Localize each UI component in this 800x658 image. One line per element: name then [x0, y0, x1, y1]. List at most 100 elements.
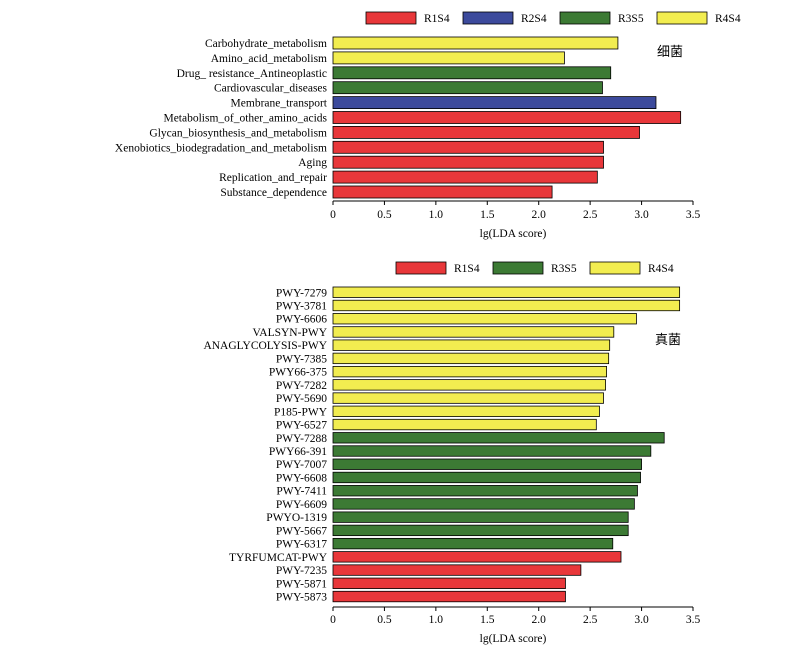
bar-aging — [332, 155, 604, 169]
x-tick-label: 2.5 — [583, 209, 598, 221]
x-tick-label: 2.5 — [583, 614, 598, 626]
x-tick-label: 1.0 — [429, 614, 444, 626]
x-tick-label: 2.0 — [532, 614, 547, 626]
category-label: PWY-5667 — [276, 525, 327, 537]
legend-swatch-r4s4 — [589, 261, 641, 275]
category-label: PWY-6609 — [276, 499, 327, 511]
category-label: Aging — [298, 157, 327, 169]
bar-pwy-7411 — [332, 485, 638, 497]
category-label: PWY-5871 — [276, 578, 327, 590]
category-label: Glycan_biosynthesis_and_metabolism — [149, 127, 327, 139]
x-tick-label: 3.0 — [634, 209, 649, 221]
legend-label-r1s4: R1S4 — [454, 263, 480, 275]
legend-swatch-r2s4 — [462, 11, 514, 25]
bar-drug-resistance-antineoplastic — [332, 66, 612, 80]
x-tick-label: 0 — [330, 614, 336, 626]
bar-pwy-7288 — [332, 432, 665, 444]
legend-swatch-r3s5 — [492, 261, 544, 275]
category-label: PWY-7279 — [276, 287, 327, 299]
category-label: PWYO-1319 — [266, 512, 327, 524]
category-label: Metabolism_of_other_amino_acids — [163, 113, 327, 125]
panel-label: 真菌 — [655, 333, 681, 348]
bar-valsyn-pwy — [332, 326, 615, 338]
legend-swatch-r1s4 — [395, 261, 447, 275]
bar-anaglycolysis-pwy — [332, 339, 611, 351]
bar-cardiovascular-diseases — [332, 81, 603, 95]
x-tick-label: 0.5 — [377, 614, 392, 626]
legend: R1S4 R2S4 R3S5 R4S4 — [365, 11, 741, 25]
category-label: Membrane_transport — [231, 98, 328, 110]
category-label: Carbohydrate_metabolism — [205, 38, 327, 50]
panel-label: 细菌 — [657, 45, 683, 60]
bars: Carbohydrate_metabolism Amino_acid_metabo… — [115, 36, 682, 199]
bar-pwy-6609 — [332, 498, 635, 510]
bar-pwy-5667 — [332, 524, 629, 537]
bar-pwyo-1319 — [332, 511, 629, 523]
bar-tyrfumcat-pwy — [332, 551, 622, 563]
lda-panel-1: R1S4 R2S4 R3S5 R4S4 Carbohydrate_metabolism A… — [115, 11, 741, 240]
bar-pwy-7282 — [332, 379, 606, 391]
legend-label-r1s4: R1S4 — [424, 13, 450, 25]
x-tick-label: 3.5 — [686, 209, 701, 221]
x-tick-label: 0 — [330, 209, 336, 221]
legend-swatch-r4s4 — [656, 11, 708, 25]
bar-glycan-biosynthesis-and-metabolism — [332, 126, 640, 139]
bar-substance-dependence — [332, 185, 553, 199]
x-tick-label: 3.5 — [686, 614, 701, 626]
x-axis-title: lg(LDA score) — [480, 228, 547, 240]
x-axis: 0 0.5 1.0 1.5 2.0 2.5 3.0 3.5 lg(LDA score) — [330, 200, 701, 240]
bar-pwy-5690 — [332, 392, 604, 404]
legend-label-r4s4: R4S4 — [648, 263, 674, 275]
bar-metabolism-of-other-amino-acids — [332, 111, 682, 124]
legend-swatch-r3s5 — [559, 11, 611, 25]
category-label: PWY-6527 — [276, 420, 327, 432]
category-label: Replication_and_repair — [219, 172, 327, 184]
x-tick-label: 2.0 — [532, 209, 547, 221]
bar-pwy-6608 — [332, 471, 641, 484]
legend-label-r4s4: R4S4 — [715, 13, 741, 25]
category-label: PWY66-375 — [269, 367, 327, 379]
category-label: ANAGLYCOLYSIS-PWY — [203, 340, 327, 352]
category-label: PWY-7288 — [276, 433, 327, 445]
category-label: PWY-5873 — [276, 592, 327, 604]
x-tick-label: 1.5 — [480, 614, 495, 626]
category-label: PWY-6606 — [276, 314, 327, 326]
category-label: PWY-7411 — [276, 486, 327, 498]
category-label: P185-PWY — [274, 406, 328, 418]
category-label: Substance_dependence — [220, 187, 327, 199]
bar-pwy-3781 — [332, 299, 681, 312]
bar-pwy-7385 — [332, 352, 610, 365]
bar-pwy-6527 — [332, 418, 597, 431]
x-axis-title: lg(LDA score) — [480, 633, 547, 645]
bar-pwy66-375 — [332, 365, 608, 378]
category-label: PWY-3781 — [276, 300, 327, 312]
legend-swatch-r1s4 — [365, 11, 417, 25]
bar-membrane-transport — [332, 96, 657, 109]
bar-carbohydrate-metabolism — [332, 36, 619, 50]
bar-pwy-5873 — [332, 590, 566, 603]
category-label: Drug_ resistance_Antineoplastic — [177, 68, 327, 80]
bar-amino-acid-metabolism — [332, 51, 565, 65]
category-label: Xenobiotics_biodegradation_and_metabolis… — [115, 142, 327, 154]
x-tick-label: 1.5 — [480, 209, 495, 221]
category-label: TYRFUMCAT-PWY — [229, 552, 328, 564]
legend: R1S4 R3S5 R4S4 — [395, 261, 674, 275]
bar-pwy-6606 — [332, 313, 637, 325]
bar-pwy-5871 — [332, 577, 566, 589]
bar-pwy-7279 — [332, 286, 681, 298]
bar-replication-and-repair — [332, 170, 598, 184]
category-label: PWY-7007 — [276, 459, 327, 471]
category-label: PWY-6317 — [276, 539, 327, 551]
bar-pwy-6317 — [332, 537, 614, 550]
bar-pwy-7235 — [332, 564, 582, 576]
bar-pwy-7007 — [332, 458, 642, 470]
category-label: PWY-7282 — [276, 380, 327, 392]
bar-pwy66-391 — [332, 445, 652, 457]
bar-xenobiotics-biodegradation-and-metabolism — [332, 140, 604, 154]
bar-p185-pwy — [332, 405, 600, 417]
x-tick-label: 1.0 — [429, 209, 444, 221]
legend-label-r3s5: R3S5 — [618, 13, 644, 25]
